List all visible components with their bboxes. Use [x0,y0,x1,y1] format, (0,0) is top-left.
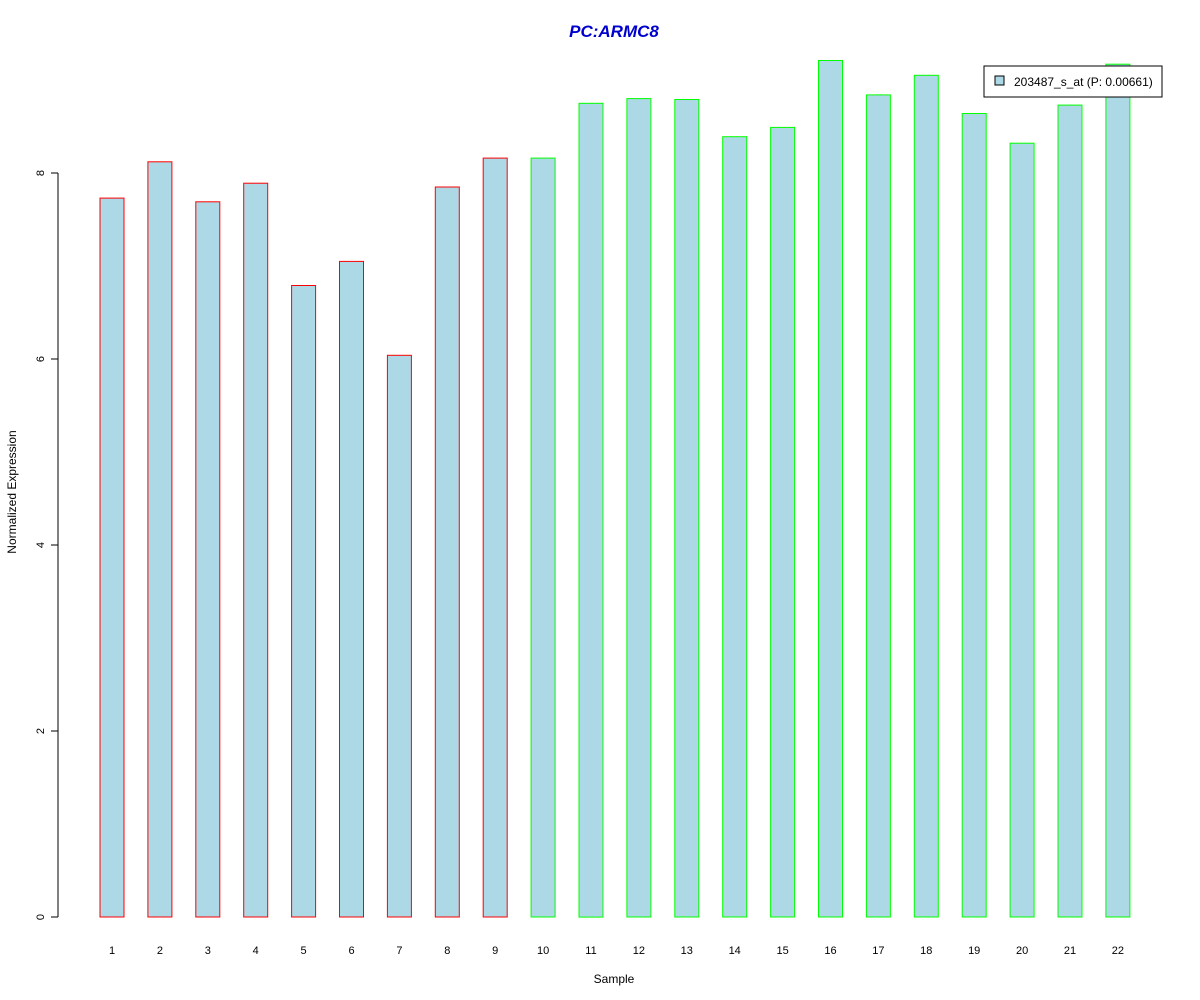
bar [913,74,939,918]
legend-box [983,65,1163,98]
bar [674,99,700,918]
bar [291,285,317,918]
x-tick-label: 16 [824,945,836,957]
bar [865,94,891,918]
bar [482,157,508,918]
y-tick-label: 4 [35,542,47,548]
x-tick-label: 7 [396,945,402,957]
bar [1057,104,1083,918]
x-tick-label: 22 [1112,945,1124,957]
x-tick-label: 3 [205,945,211,957]
bar [530,157,556,918]
legend: 203487_s_at (P: 0.00661) [983,65,1163,98]
x-tick-label: 12 [633,945,645,957]
y-tick-label: 8 [35,170,47,176]
x-tick-label: 2 [157,945,163,957]
x-tick-labels: 1 2 3 4 5 6 7 8 9 10 11 12 13 14 15 16 17 18 19 20 21 22 [109,945,1124,957]
legend-swatch [994,75,1005,86]
bar [1105,63,1131,918]
x-tick-label: 11 [585,945,596,957]
chart-title: PC:ARMC8 [569,22,659,41]
x-tick-label: 18 [920,945,932,957]
legend-label: 203487_s_at (P: 0.00661) [1014,75,1153,89]
x-tick-label: 21 [1064,945,1076,957]
x-tick-label: 4 [253,945,259,957]
y-axis: 0 2 4 6 8 [35,170,59,920]
x-tick-label: 15 [776,945,788,957]
x-tick-label: 20 [1016,945,1028,957]
bar [722,136,748,918]
x-tick-label: 13 [681,945,693,957]
x-tick-label: 10 [537,945,549,957]
bar [339,260,364,918]
x-tick-label: 9 [492,945,498,957]
bar [434,186,460,918]
x-tick-label: 1 [109,945,115,957]
x-tick-label: 8 [444,945,450,957]
bar [818,60,843,918]
bars [99,60,1131,918]
bar [195,201,221,918]
bar [99,197,125,918]
y-tick-label: 6 [35,356,47,362]
bar [243,182,269,918]
bar [626,98,652,918]
y-tick-label: 2 [35,728,47,734]
x-tick-label: 19 [968,945,980,957]
bar [770,126,796,918]
bar [1009,142,1035,918]
x-tick-label: 14 [729,945,741,957]
y-axis-title: Normalized Expression [5,430,19,553]
bar [961,113,987,918]
x-tick-label: 17 [872,945,884,957]
x-tick-label: 6 [348,945,354,957]
bar [386,354,412,918]
bar [147,161,173,918]
bar [578,102,604,918]
x-axis-title: Sample [594,972,635,986]
x-tick-label: 5 [301,945,307,957]
y-tick-label: 0 [35,914,47,920]
